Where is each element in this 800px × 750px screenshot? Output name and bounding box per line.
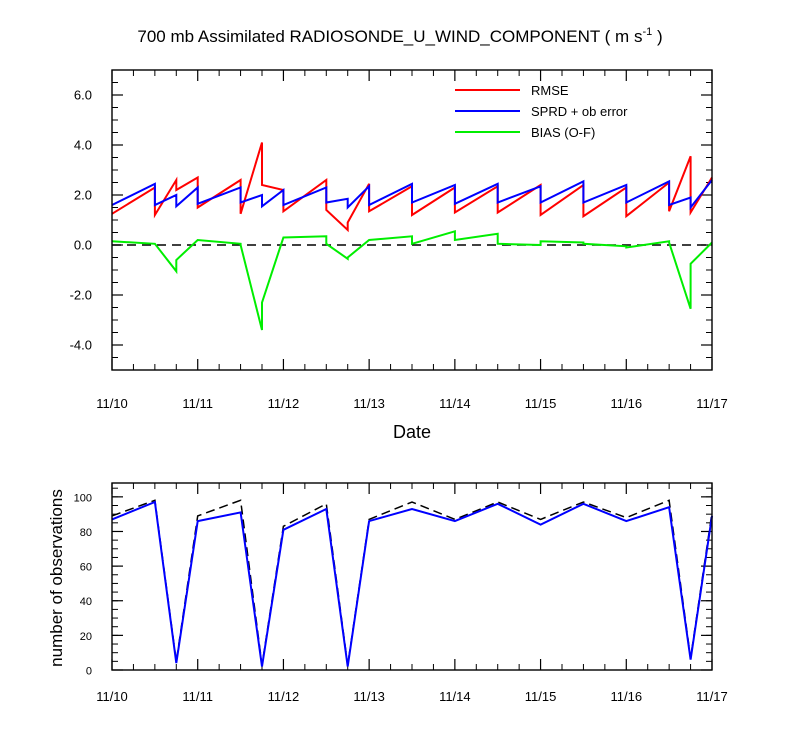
top-y-tick-label: 6.0 [74,88,92,103]
top-series-sprd-ob-error-line [111,179,713,211]
bottom-x-tick-label: 11/15 [525,689,557,704]
chart-title-main: 700 mb Assimilated RADIOSONDE_U_WIND_COM… [137,27,642,46]
top-plot-xlabel: Date [393,422,431,442]
bottom-x-tick-label: 11/14 [439,689,471,704]
top-plot-legend: RMSE SPRD + ob error BIAS (O-F) [455,83,628,140]
top-y-tick-label: 2.0 [74,188,92,203]
bottom-x-tick-label: 11/12 [268,689,300,704]
bottom-y-tick-label: 80 [80,527,92,539]
bottom-x-tick-label: 11/17 [696,689,728,704]
top-y-tick-label: -2.0 [70,288,92,303]
chart-title-superscript: -1 [642,26,652,38]
top-x-tick-label: 11/14 [439,396,471,411]
top-y-tick-label: -4.0 [70,338,92,353]
chart-title-close: ) [652,27,662,46]
bottom-series-obs-used-line [111,500,713,667]
bottom-x-tick-label: 11/10 [96,689,128,704]
bottom-y-tick-label: 40 [80,596,92,608]
bottom-x-tick-label: 11/13 [353,689,385,704]
top-x-tick-label: 11/11 [182,396,213,411]
bottom-frame [111,482,713,671]
bottom-y-tick-label: 60 [80,562,92,574]
chart-title: 700 mb Assimilated RADIOSONDE_U_WIND_COM… [137,26,662,46]
bottom-plot-panel: 11/10 11/11 11/12 11/13 11/14 11/15 11/16 11/17… [74,482,728,704]
top-x-tick-label: 11/17 [696,396,728,411]
bottom-plot-ylabel: number of observations [47,489,66,667]
legend-label: SPRD + ob error [531,104,628,119]
top-plot-panel: 11/10 11/11 11/12 11/13 11/14 11/15 11/16 11/17… [70,69,728,411]
top-x-tick-label: 11/15 [525,396,557,411]
bottom-x-tick-label: 11/16 [610,689,642,704]
bottom-y-tick-label: 20 [80,631,92,643]
bottom-x-tick-label: 11/11 [182,689,213,704]
top-x-tick-label: 11/13 [353,396,385,411]
top-x-tick-label: 11/12 [268,396,300,411]
legend-label: RMSE [531,83,569,98]
bottom-series-obs-possible-line [111,499,713,665]
top-frame [111,69,713,371]
top-x-tick-label: 11/16 [610,396,642,411]
bottom-y-tick-label: 0 [86,666,92,678]
top-y-tick-label: 0.0 [74,238,92,253]
top-x-tick-label: 11/10 [96,396,128,411]
top-y-tick-label: 4.0 [74,138,92,153]
bottom-y-tick-label: 100 [74,492,92,504]
top-series-bias-o-f-line [111,229,713,331]
legend-label: BIAS (O-F) [531,125,595,140]
